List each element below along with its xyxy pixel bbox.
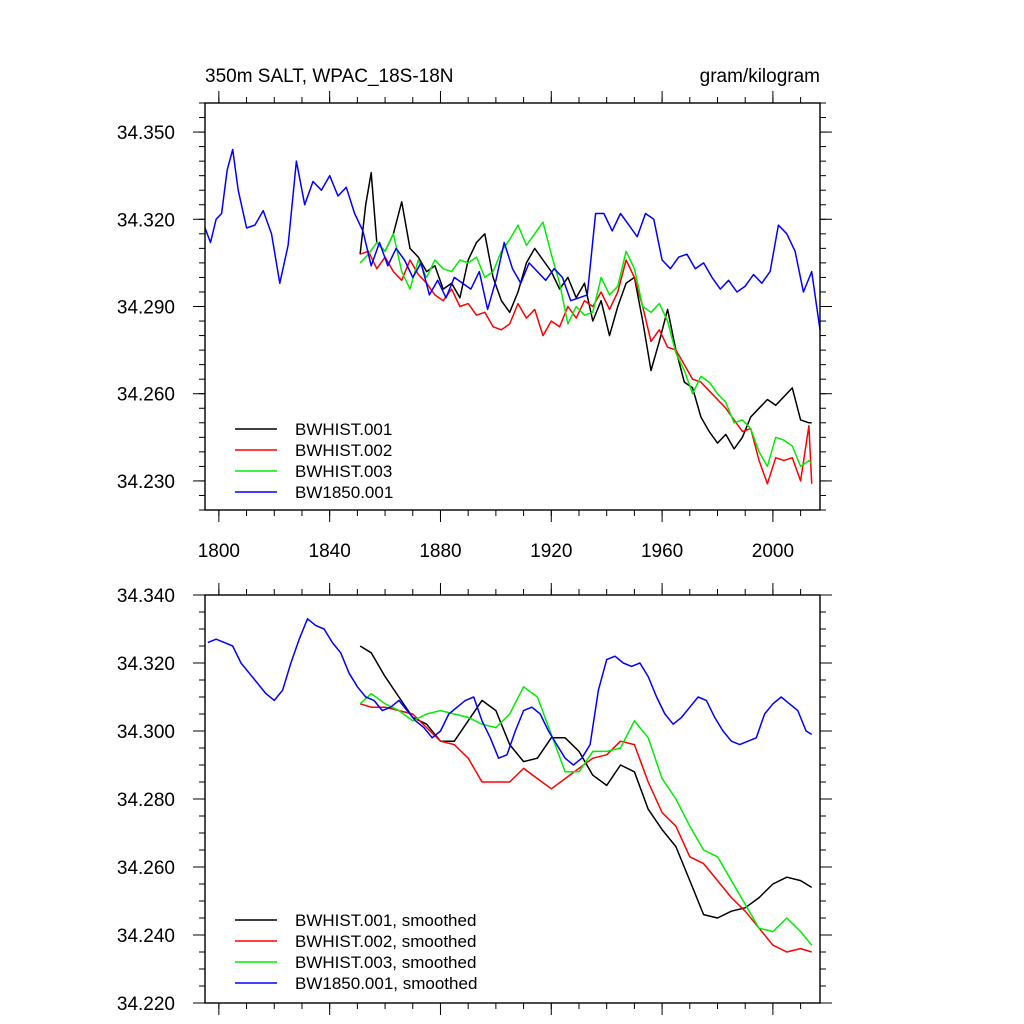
bottom-series-group — [207, 618, 813, 953]
top-series-group — [204, 148, 821, 485]
top-ytick-label: 34.290 — [117, 298, 175, 319]
top-series-line-3 — [359, 221, 813, 468]
top-series-line-1 — [359, 172, 812, 450]
bottom-legend-label: BWHIST.001, smoothed — [295, 911, 476, 930]
bottom-ytick-label: 34.320 — [117, 654, 175, 675]
bottom-ticks: 34.220 34.240 34.260 34.280 34.300 34.320 34.3… — [117, 583, 832, 1015]
top-series-line-2 — [359, 250, 813, 485]
bottom-legend-label: BWHIST.003, smoothed — [295, 953, 476, 972]
top-xtick-label: 1920 — [530, 541, 572, 562]
bottom-ytick-label: 34.340 — [117, 586, 175, 607]
bottom-series-line-1 — [359, 645, 813, 919]
top-legend-label: BWHIST.002 — [295, 441, 392, 460]
top-xtick-label: 1800 — [198, 541, 240, 562]
top-ytick-label: 34.260 — [117, 385, 175, 406]
bottom-ytick-label: 34.280 — [117, 790, 175, 811]
top-series-line-4 — [204, 148, 821, 330]
top-legend: BWHIST.001 BWHIST.002 BWHIST.003 BW1850.001 — [235, 420, 393, 502]
bottom-legend: BWHIST.001, smoothed BWHIST.002, smoothed… — [235, 911, 477, 993]
top-ytick-label: 34.320 — [117, 210, 175, 231]
top-ticks: 34.230 34.260 34.290 34.320 34.350 1800 1840 18… — [117, 91, 832, 562]
top-legend-label: BW1850.001 — [295, 483, 393, 502]
top-xtick-label: 2000 — [752, 541, 794, 562]
bottom-ytick-label: 34.300 — [117, 722, 175, 743]
bottom-series-line-3 — [359, 686, 813, 946]
top-title-right: gram/kilogram — [700, 66, 820, 87]
top-title-left: 350m SALT, WPAC_18S-18N — [205, 66, 454, 87]
bottom-legend-label: BWHIST.002, smoothed — [295, 932, 476, 951]
bottom-plot-frame — [204, 594, 821, 1004]
top-ytick-label: 34.230 — [117, 472, 175, 493]
top-xtick-label: 1840 — [309, 541, 351, 562]
bottom-legend-label: BW1850.001, smoothed — [295, 974, 477, 993]
bottom-series-line-2 — [359, 703, 812, 953]
top-plot-frame — [204, 102, 821, 511]
chart-bottom: 34.220 34.240 34.260 34.280 34.300 34.320 34.3… — [117, 583, 832, 1015]
top-xtick-label: 1880 — [419, 541, 461, 562]
top-legend-label: BWHIST.001 — [295, 420, 392, 439]
chart-top: 350m SALT, WPAC_18S-18N gram/kilogram 34… — [117, 66, 832, 562]
bottom-series-line-4 — [207, 618, 813, 766]
top-xtick-label: 1960 — [641, 541, 683, 562]
bottom-ytick-label: 34.220 — [117, 994, 175, 1015]
top-legend-label: BWHIST.003 — [295, 462, 392, 481]
bottom-ytick-label: 34.260 — [117, 858, 175, 879]
top-ytick-label: 34.350 — [117, 123, 175, 144]
bottom-ytick-label: 34.240 — [117, 926, 175, 947]
